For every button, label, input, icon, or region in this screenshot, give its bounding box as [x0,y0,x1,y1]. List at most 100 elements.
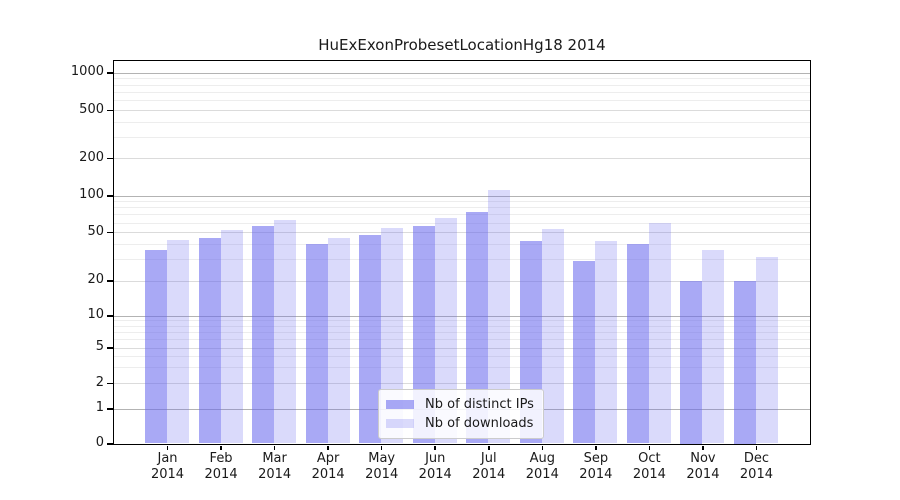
bar-distinct-ips-sep [573,260,596,444]
plot-area [112,59,811,445]
bar-downloads-dec [755,257,778,444]
x-tick-dec [755,445,758,450]
gridline-minor [113,84,810,86]
gridline-minor [113,91,810,93]
gridline-minor [113,243,810,245]
x-year-label: 2014 [311,467,345,482]
gridline-major-5 [113,347,810,349]
x-tick-may [380,445,383,450]
x-tick-jul [488,445,490,450]
x-month-label: Apr [316,451,340,466]
y-tick-10 [107,315,113,317]
gridline-minor [113,320,810,322]
bar-downloads-oct [648,222,671,444]
bar-distinct-ips-oct [626,243,649,444]
bar-distinct-ips-jan [145,249,168,444]
gridline-minor [113,259,810,261]
x-tick-label-may: May 2014 [350,451,414,483]
gridline-minor [113,78,810,80]
bar-distinct-ips-dec [733,280,756,444]
x-tick-oct [648,445,651,450]
x-year-label: 2014 [525,467,559,482]
chart-title: HuExExonProbesetLocationHg18 2014 [318,36,606,54]
x-year-label: 2014 [739,467,773,482]
y-tick-label-1000: 1000 [70,64,104,79]
bar-downloads-jun [434,217,457,444]
x-year-label: 2014 [150,467,185,482]
x-tick-jun [434,445,436,450]
gridline-minor [113,356,810,358]
x-tick-sep [595,445,597,450]
y-tick-100 [107,195,113,197]
x-month-label: Sep [583,451,609,466]
y-tick-label-1: 1 [95,400,104,415]
y-tick-500 [107,109,113,112]
gridline-minor [113,201,810,203]
x-month-label: Aug [529,451,555,466]
y-tick-label-50: 50 [87,223,104,239]
gridline-minor [113,214,810,216]
gridline-minor [113,207,810,209]
x-month-label: Feb [209,451,233,466]
x-tick-nov [702,445,704,450]
y-tick-1 [107,408,113,410]
gridline-minor [113,136,810,138]
x-month-label: Jun [425,451,446,466]
gridline-minor [113,339,810,341]
gridline-major-2 [113,383,810,384]
x-year-label: 2014 [258,467,292,482]
gridline-minor [113,367,810,369]
bar-distinct-ips-jul [466,212,489,444]
gridline-major-200 [113,158,810,160]
y-tick-20 [107,280,113,282]
x-tick-label-oct: Oct 2014 [617,451,681,483]
x-year-label: 2014 [632,467,666,482]
y-tick-label-0: 0 [95,435,104,450]
bar-downloads-nov [702,249,725,444]
y-tick-5 [107,347,113,349]
bar-downloads-jan [167,240,190,444]
bar-downloads-feb [220,230,243,444]
x-month-label: May [368,451,396,466]
gridline-major-50 [113,232,810,234]
x-year-label: 2014 [365,467,399,482]
x-tick-label-jul: Jul 2014 [457,451,521,483]
bar-downloads-jul [488,190,511,444]
bar-downloads-aug [541,229,564,444]
gridline-major-100 [113,195,810,197]
legend: Nb of distinct IPs Nb of downloads [378,389,544,439]
x-month-label: Jul [480,451,497,466]
bar-distinct-ips-nov [680,280,703,444]
legend-label-ips: Nb of distinct IPs [425,397,534,412]
bar-downloads-mar [274,219,297,444]
gridline-minor [113,121,810,123]
gridline-major-500 [113,110,810,111]
x-tick-label-feb: Feb 2014 [189,451,253,483]
x-year-label: 2014 [472,467,506,482]
x-year-label: 2014 [418,467,452,482]
x-tick-label-nov: Nov 2014 [671,451,735,483]
legend-swatch-downloads [386,419,414,428]
y-tick-2 [107,382,113,385]
x-tick-label-jan: Jan 2014 [136,451,200,483]
x-tick-label-jun: Jun 2014 [403,451,467,483]
y-tick-label-2: 2 [95,374,104,390]
x-tick-label-sep: Sep 2014 [564,451,628,483]
legend-swatch-ips [386,400,414,409]
x-year-label: 2014 [686,467,720,482]
x-tick-apr [327,445,329,450]
x-tick-jan [166,445,169,450]
legend-label-downloads: Nb of downloads [425,416,534,431]
x-month-label: Dec [743,451,770,466]
y-tick-0 [107,443,113,445]
gridline-major-10 [113,315,810,317]
bar-distinct-ips-may [359,235,382,444]
gridline-minor [113,325,810,327]
x-tick-mar [273,445,276,450]
x-year-label: 2014 [579,467,613,482]
y-tick-50 [107,231,113,234]
gridline-minor [113,100,810,102]
bar-distinct-ips-apr [305,243,328,444]
bar-downloads-apr [327,237,350,444]
